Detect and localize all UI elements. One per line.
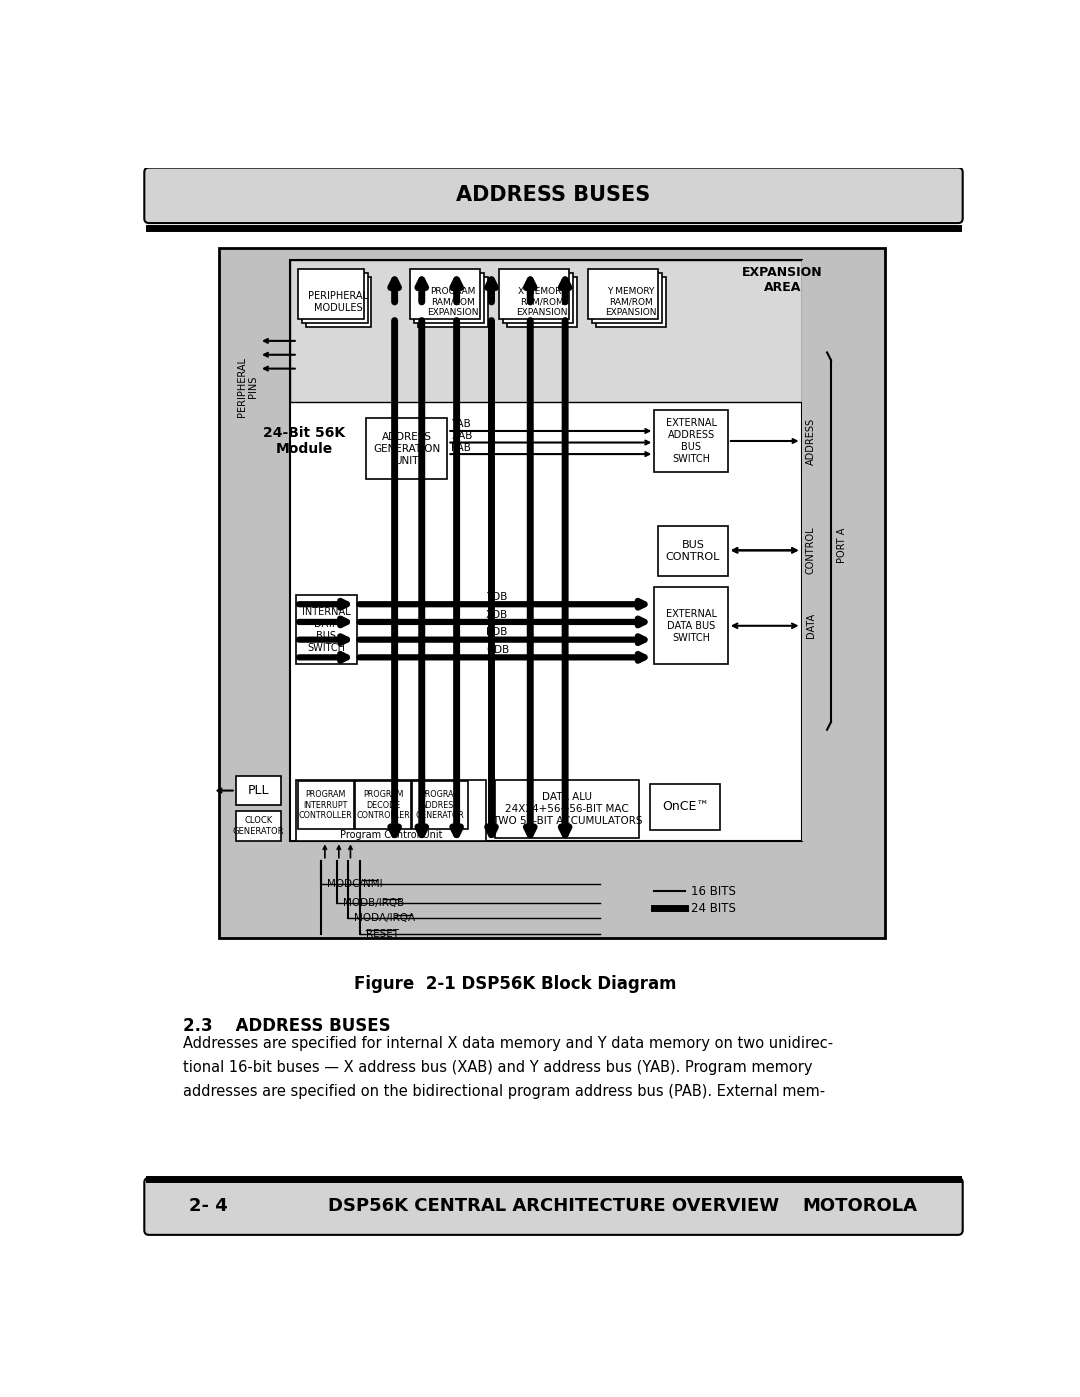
Text: XDB: XDB [486, 609, 509, 620]
Bar [592, 274, 662, 323]
Bar [589, 270, 658, 320]
Text: DSP56K CENTRAL ARCHITECTURE OVERVIEW: DSP56K CENTRAL ARCHITECTURE OVERVIEW [328, 1197, 779, 1215]
Text: MODA/IRQA: MODA/IRQA [354, 914, 416, 923]
Bar [414, 274, 484, 323]
Bar [218, 249, 886, 937]
Bar [291, 260, 801, 402]
Text: YDB: YDB [486, 592, 508, 602]
Text: PERIPHERAL
PINS: PERIPHERAL PINS [237, 358, 258, 418]
Bar [296, 780, 486, 841]
Bar [801, 260, 836, 841]
Text: PROGRAM
INTERRUPT
CONTROLLER: PROGRAM INTERRUPT CONTROLLER [299, 789, 352, 820]
FancyBboxPatch shape [145, 168, 962, 224]
Text: PAB: PAB [451, 443, 471, 453]
Text: 24-Bit 56K
Module: 24-Bit 56K Module [262, 426, 345, 455]
Text: 16 BITS: 16 BITS [691, 884, 737, 898]
Bar [507, 277, 577, 327]
Text: GDB: GDB [486, 645, 510, 655]
Bar [410, 270, 480, 320]
Bar [298, 270, 364, 320]
Text: PROGRAM
DECODE
CONTROLLER: PROGRAM DECODE CONTROLLER [356, 789, 410, 820]
Bar [650, 784, 720, 830]
Text: 2- 4: 2- 4 [189, 1197, 228, 1215]
Text: BUS
CONTROL: BUS CONTROL [665, 539, 720, 562]
Bar [235, 775, 281, 805]
Bar [499, 270, 569, 320]
Text: 24 BITS: 24 BITS [691, 902, 737, 915]
Text: MOTOROLA: MOTOROLA [802, 1197, 918, 1215]
Text: MODC/NMI: MODC/NMI [327, 879, 382, 888]
Text: Program Control Unit: Program Control Unit [340, 830, 443, 840]
Text: YAB: YAB [451, 419, 471, 429]
Bar [301, 274, 367, 323]
Text: Addresses are specified for internal X data memory and Y data memory on two unid: Addresses are specified for internal X d… [183, 1037, 833, 1099]
Text: X MEMORY
RAM/ROM
EXPANSION: X MEMORY RAM/ROM EXPANSION [516, 286, 568, 317]
Text: PORT A: PORT A [837, 527, 847, 563]
Bar [296, 595, 356, 665]
Text: EXPANSION
AREA: EXPANSION AREA [742, 267, 823, 295]
Text: 2.3    ADDRESS BUSES: 2.3 ADDRESS BUSES [183, 1017, 391, 1035]
Text: Figure  2-1 DSP56K Block Diagram: Figure 2-1 DSP56K Block Diagram [353, 975, 676, 993]
Text: ADDRESS BUSES: ADDRESS BUSES [457, 186, 650, 205]
Bar [596, 277, 666, 327]
Bar [496, 780, 638, 838]
Text: CLOCK
GENERATOR: CLOCK GENERATOR [232, 816, 284, 835]
Text: RESET: RESET [366, 929, 399, 939]
Bar [503, 274, 572, 323]
Bar [654, 411, 728, 472]
Bar [418, 277, 488, 327]
Text: Y MEMORY
RAM/ROM
EXPANSION: Y MEMORY RAM/ROM EXPANSION [605, 286, 657, 317]
Text: EXTERNAL
ADDRESS
BUS
SWITCH: EXTERNAL ADDRESS BUS SWITCH [665, 418, 716, 464]
Bar [654, 587, 728, 665]
Text: ADDRESS
GENERATION
UNIT: ADDRESS GENERATION UNIT [373, 432, 441, 465]
FancyBboxPatch shape [145, 1178, 962, 1235]
Text: DATA ALU
24X24+56→56-BIT MAC
TWO 56-BIT ACCUMULATORS: DATA ALU 24X24+56→56-BIT MAC TWO 56-BIT … [491, 792, 643, 826]
Bar [366, 418, 447, 479]
Text: OnCE™: OnCE™ [662, 800, 708, 813]
Text: MODB/IRQB: MODB/IRQB [342, 898, 404, 908]
Text: PROGRAM
ADDRESS
GENERATOR: PROGRAM ADDRESS GENERATOR [416, 789, 464, 820]
Text: DATA: DATA [806, 613, 815, 638]
Text: PERIPHERAL
MODULES: PERIPHERAL MODULES [309, 291, 368, 313]
Bar [413, 781, 469, 828]
Text: ADDRESS: ADDRESS [806, 418, 815, 465]
Bar [298, 781, 353, 828]
Bar [306, 277, 372, 327]
Text: PLL: PLL [247, 784, 269, 798]
Text: EXTERNAL
DATA BUS
SWITCH: EXTERNAL DATA BUS SWITCH [665, 609, 716, 643]
Text: PROGRAM
RAM/ROM
EXPANSION: PROGRAM RAM/ROM EXPANSION [427, 286, 478, 317]
Text: CONTROL: CONTROL [806, 527, 815, 574]
Bar [291, 260, 801, 841]
Bar [235, 810, 281, 841]
Text: XAB: XAB [451, 432, 473, 441]
Bar [355, 781, 410, 828]
Text: INTERNAL
DATA
BUS
SWITCH: INTERNAL DATA BUS SWITCH [302, 606, 351, 652]
Text: PDB: PDB [486, 627, 508, 637]
Bar [658, 525, 728, 576]
